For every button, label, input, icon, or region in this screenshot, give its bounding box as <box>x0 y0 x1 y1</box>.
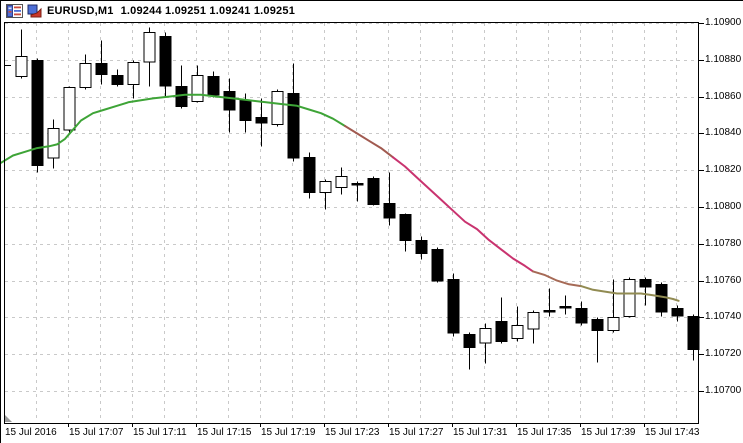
candle-bear <box>223 91 236 111</box>
time-axis-label: 15 Jul 17:39 <box>581 427 636 438</box>
price-axis-label: 1.10860 <box>705 91 742 102</box>
ma-up-line <box>1 93 346 164</box>
candle-bear <box>159 36 172 87</box>
time-axis-label: 15 Jul 17:07 <box>69 427 124 438</box>
ohlc-quotes-label: 1.09244 1.09251 1.09241 1.09251 <box>120 5 296 17</box>
candle-bear <box>111 75 124 86</box>
chart-title: EURUSD,M1 1.09244 1.09251 1.09241 1.09251 <box>47 5 295 17</box>
plot-frame <box>4 22 699 424</box>
candle-bull <box>527 312 540 330</box>
time-axis-label: 15 Jul 2016 <box>5 427 57 438</box>
candle-bull <box>271 91 284 126</box>
ma-turn-flat-line <box>532 270 582 288</box>
candle-bear <box>95 63 108 76</box>
candle-bull <box>63 87 76 131</box>
candle-bull <box>15 56 28 78</box>
candle-bear <box>399 214 412 241</box>
time-axis-label: 15 Jul 17:23 <box>325 427 380 438</box>
candle-bull <box>607 317 620 331</box>
time-axis-label: 15 Jul 17:11 <box>133 427 187 438</box>
price-axis-label: 1.10820 <box>705 164 742 175</box>
time-axis-label: 15 Jul 17:15 <box>197 427 252 438</box>
candle-bear <box>31 60 44 166</box>
candle-bear <box>383 203 396 219</box>
time-axis-label: 15 Jul 17:31 <box>453 427 508 438</box>
candle-bull <box>191 75 204 102</box>
time-axis-label: 15 Jul 17:35 <box>517 427 572 438</box>
symbol-period-label: EURUSD,M1 <box>47 5 114 17</box>
price-axis-label: 1.10740 <box>705 311 742 322</box>
ma-flat-line <box>580 285 680 302</box>
candle-bear <box>367 178 380 205</box>
candle-bear <box>239 100 252 122</box>
chart-title-bar: EURUSD,M1 1.09244 1.09251 1.09241 1.09251 <box>1 1 743 22</box>
candle-bull <box>319 181 332 194</box>
price-axis-label: 1.10700 <box>705 385 742 396</box>
corner-triangle <box>5 415 12 422</box>
candle-bear <box>591 319 604 332</box>
candle-bull <box>335 176 348 189</box>
candle-bear <box>447 279 460 334</box>
candle-bull <box>143 32 156 63</box>
price-axis-label: 1.10780 <box>705 238 742 249</box>
candle-bull <box>623 279 636 317</box>
price-axis-label: 1.10760 <box>705 275 742 286</box>
candle-bull <box>351 183 364 186</box>
candle-bear <box>431 249 444 282</box>
candle-bear <box>575 308 588 324</box>
candle-bull <box>479 328 492 344</box>
candle-bear <box>415 240 428 254</box>
time-axis-label: 15 Jul 17:19 <box>261 427 316 438</box>
candle-bear <box>639 279 652 288</box>
bar-chart-icon <box>26 4 43 24</box>
time-axis-label: 15 Jul 17:27 <box>389 427 444 438</box>
candle-bear <box>303 157 316 193</box>
price-axis-label: 1.10880 <box>705 54 742 65</box>
price-axis-label: 1.10720 <box>705 348 742 359</box>
price-axis-label: 1.10840 <box>705 127 742 138</box>
symbols-table-icon <box>6 4 23 23</box>
candle-bear <box>687 316 700 351</box>
candle-bull <box>127 62 140 86</box>
time-axis-label: 15 Jul 17:43 <box>645 427 700 438</box>
price-axis-label: 1.10800 <box>705 201 742 212</box>
ma-down-line <box>392 156 534 273</box>
candle-bear <box>671 308 684 317</box>
ma-turn-down-line <box>344 125 394 159</box>
candle-bear <box>495 321 508 343</box>
candle-bull <box>511 325 524 339</box>
candle-bear <box>463 334 476 348</box>
candle-bear <box>255 117 268 124</box>
candle-bull <box>79 63 92 88</box>
candle-bear <box>207 76 220 96</box>
candle-bear <box>287 93 300 159</box>
candle-bull <box>559 306 572 309</box>
price-axis-label: 1.10900 <box>705 17 742 28</box>
candle-bull <box>543 310 556 313</box>
